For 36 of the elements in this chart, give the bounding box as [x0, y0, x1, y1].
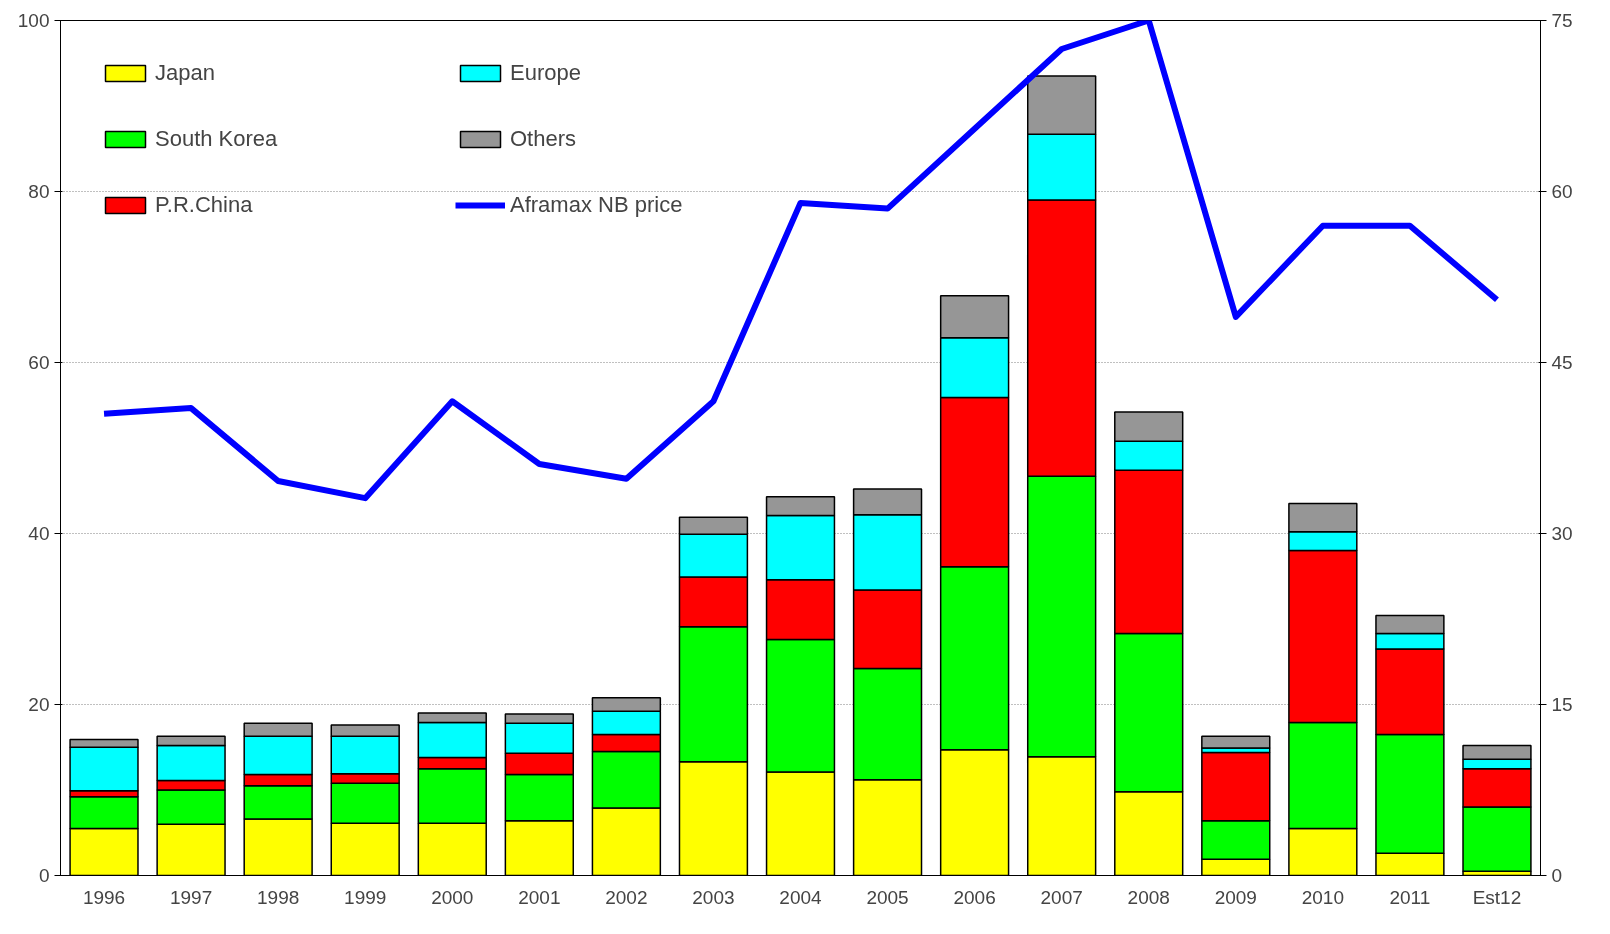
- y-tick-label: 20: [28, 694, 50, 715]
- legend-label: Japan: [155, 60, 216, 86]
- x-tick-label: 2002: [605, 886, 648, 908]
- legend-label: Europe: [510, 60, 582, 86]
- legend-label: Aframax NB price: [510, 192, 684, 218]
- bar: [1201, 735, 1271, 749]
- x-tick-label: 2004: [779, 886, 823, 908]
- y2-tick-label: 75: [1551, 10, 1573, 31]
- y-tick-label: 80: [28, 181, 50, 202]
- x-tick-label: Est12: [1472, 886, 1522, 908]
- legend-label: P.R.China: [155, 192, 254, 218]
- x-tick-label: 1998: [257, 886, 300, 908]
- y-tick-label: 0: [38, 865, 50, 886]
- x-tick-label: 2008: [1127, 886, 1170, 908]
- x-tick-label: 2007: [1040, 886, 1083, 908]
- y2-tick-label: 60: [1551, 181, 1573, 202]
- y-tick-label: 100: [17, 10, 50, 31]
- y2-tick-label: 30: [1551, 523, 1573, 544]
- x-tick-label: 2003: [692, 886, 735, 908]
- x-tick-label: 1999: [344, 886, 387, 908]
- legend-label: South Korea: [155, 126, 279, 152]
- y2-tick-label: 45: [1551, 352, 1573, 373]
- x-tick-label: 2000: [431, 886, 474, 908]
- y-tick-label: 60: [28, 352, 50, 373]
- x-tick-label: 1997: [169, 886, 213, 908]
- y-tick-label: 40: [28, 523, 50, 544]
- x-tick-label: 2011: [1389, 886, 1431, 908]
- x-tick-label: 2009: [1214, 886, 1257, 908]
- x-tick-label: 2005: [866, 886, 909, 908]
- legend-label: Others: [510, 126, 578, 152]
- y2-tick-label: 0: [1551, 865, 1563, 886]
- x-tick-label: 2001: [518, 886, 561, 908]
- y2-tick-label: 15: [1551, 694, 1573, 715]
- x-tick-label: 1996: [82, 886, 126, 908]
- x-tick-label: 2010: [1301, 886, 1344, 908]
- x-tick-label: 2006: [953, 886, 996, 908]
